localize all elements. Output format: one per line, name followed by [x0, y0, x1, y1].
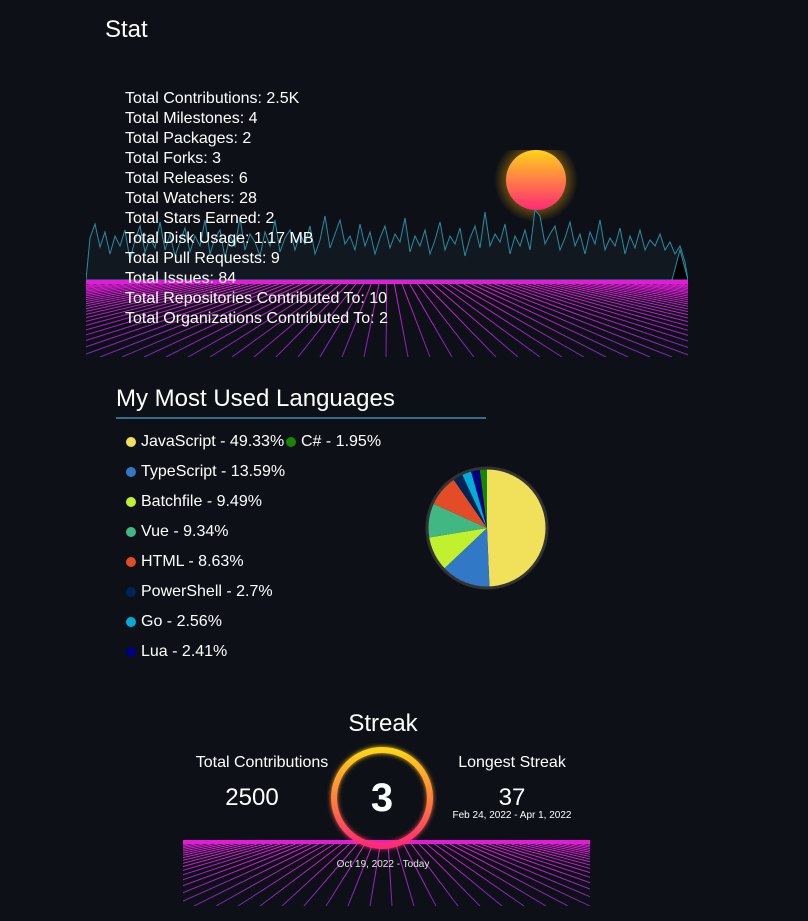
language-label: PowerShell - 2.7% — [141, 583, 273, 600]
total-contributions-value: 2500 — [225, 784, 279, 811]
language-label: Batchfile - 9.49% — [141, 493, 262, 510]
color-dot-icon — [126, 527, 136, 537]
current-streak-range: Oct 19, 2022 - Today — [336, 859, 430, 870]
language-label: TypeScript - 13.59% — [141, 463, 286, 480]
pie-slice-html — [432, 478, 487, 528]
stat-item: Total Disk Usage: 1.17 MB — [125, 230, 314, 247]
color-dot-icon — [126, 497, 136, 507]
stat-item: Total Stars Earned: 2 — [125, 210, 275, 227]
stat-item: Total Organizations Contributed To: 2 — [125, 310, 388, 327]
pie-slice-lua — [470, 468, 487, 528]
grid-floor — [86, 283, 688, 357]
stat-item: Total Repositories Contributed To: 10 — [125, 290, 388, 307]
horizon-strip — [86, 280, 688, 284]
pie-slice-typescript — [443, 528, 490, 588]
stat-item: Total Contributions: 2.5K — [125, 90, 300, 107]
language-label: Go - 2.56% — [141, 613, 222, 630]
streak-title: Streak — [348, 710, 418, 737]
color-dot-icon — [126, 557, 136, 567]
color-dot-icon — [126, 587, 136, 597]
language-item-vue: Vue - 9.34% — [126, 523, 228, 541]
stat-item: Total Forks: 3 — [125, 150, 222, 167]
language-label: Vue - 9.34% — [141, 523, 229, 540]
stat-item: Total Packages: 2 — [125, 130, 252, 147]
color-dot-icon — [126, 617, 136, 627]
language-item-go: Go - 2.56% — [126, 613, 222, 631]
languages-title-underline — [116, 417, 486, 419]
stat-title: Stat — [105, 16, 148, 43]
longest-streak-value: 37 — [498, 784, 526, 811]
streak-grid-floor — [183, 840, 590, 906]
longest-streak-label: Longest Streak — [458, 754, 566, 771]
language-item-html: HTML - 8.63% — [126, 553, 244, 571]
color-dot-icon — [126, 647, 136, 657]
language-label: HTML - 8.63% — [141, 553, 244, 570]
pie-border — [425, 466, 549, 590]
language-label: C# - 1.95% — [301, 433, 382, 450]
language-item-csharp: C# - 1.95% — [286, 433, 381, 451]
color-dot-icon — [126, 467, 136, 477]
pie-slice-powershell — [452, 473, 487, 528]
total-contributions-label: Total Contributions — [195, 754, 329, 771]
stat-item: Total Pull Requests: 9 — [125, 250, 280, 267]
color-dot-icon — [126, 437, 136, 447]
synthwave-landscape — [86, 150, 688, 357]
stat-item: Total Watchers: 28 — [125, 190, 257, 207]
current-streak-ring — [331, 747, 433, 849]
color-dot-icon — [286, 437, 296, 447]
language-label: JavaScript - 49.33% — [141, 433, 285, 450]
languages-title: My Most Used Languages — [116, 385, 395, 412]
stat-list: Total Contributions: 2.5K Total Mileston… — [125, 89, 388, 329]
pie-slice-vue — [427, 503, 487, 538]
current-streak-value: 3 — [370, 776, 394, 820]
stat-item: Total Issues: 84 — [125, 270, 237, 287]
longest-streak-range: Feb 24, 2022 - Apr 1, 2022 — [452, 810, 572, 821]
language-label: Lua - 2.41% — [141, 643, 228, 660]
language-item-powershell: PowerShell - 2.7% — [126, 583, 273, 601]
pie-slice-javascript — [487, 468, 548, 588]
stat-item: Total Releases: 6 — [125, 170, 248, 187]
languages-pie-chart — [425, 466, 549, 590]
mountain-range — [86, 208, 688, 281]
language-item-typescript: TypeScript - 13.59% — [126, 463, 285, 481]
sun — [506, 150, 566, 210]
pie-slice-csharp — [479, 468, 487, 528]
stat-item: Total Milestones: 4 — [125, 110, 258, 127]
language-item-batchfile: Batchfile - 9.49% — [126, 493, 262, 511]
pie-slice-go — [461, 470, 487, 528]
pie-slice-batchfile — [427, 528, 487, 570]
language-item-lua: Lua - 2.41% — [126, 643, 227, 661]
language-item-javascript: JavaScript - 49.33% — [126, 433, 284, 451]
